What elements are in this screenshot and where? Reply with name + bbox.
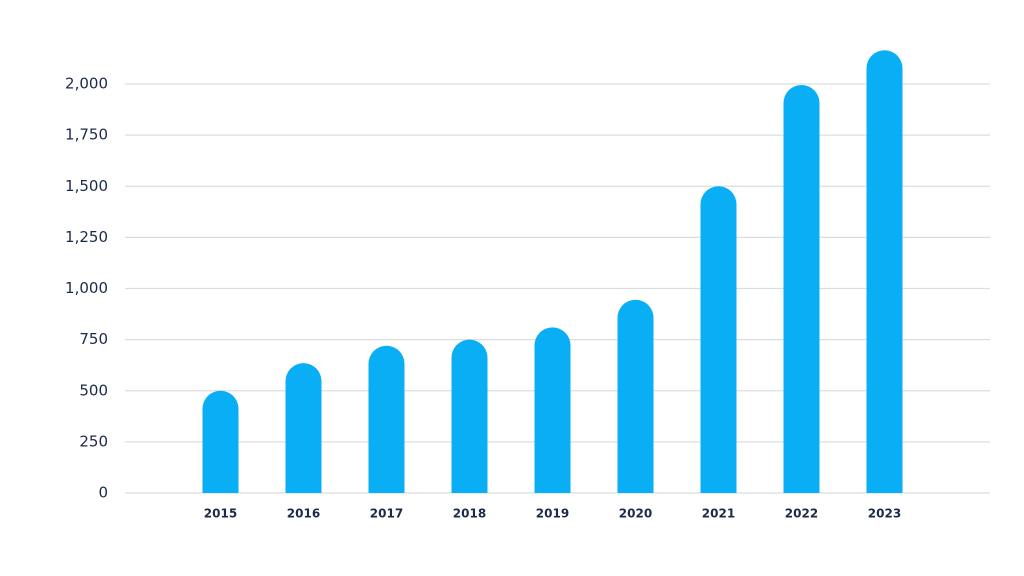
x-tick-label: 2021 xyxy=(702,507,735,521)
x-tick-label: 2019 xyxy=(536,507,569,521)
bar xyxy=(617,299,654,493)
bar xyxy=(866,50,903,493)
bar xyxy=(783,85,820,494)
x-tick-label: 2020 xyxy=(619,507,652,521)
bar xyxy=(451,339,488,493)
y-tick-label: 1,250 xyxy=(65,228,108,246)
bar xyxy=(285,363,322,493)
y-tick-label: 750 xyxy=(79,330,108,348)
y-tick-label: 250 xyxy=(79,432,108,450)
bar xyxy=(700,186,737,493)
y-tick-label: 1,500 xyxy=(65,177,108,195)
x-tick-label: 2017 xyxy=(370,507,403,521)
x-tick-label: 2022 xyxy=(785,507,818,521)
y-tick-label: 1,750 xyxy=(65,126,108,144)
x-tick-label: 2023 xyxy=(868,507,901,521)
bar xyxy=(534,327,571,493)
y-tick-label: 0 xyxy=(98,484,108,502)
y-tick-label: 500 xyxy=(79,381,108,399)
x-tick-label: 2016 xyxy=(287,507,320,521)
y-tick-label: 1,000 xyxy=(65,279,108,297)
bar xyxy=(202,390,239,493)
bar xyxy=(368,345,405,493)
x-tick-label: 2018 xyxy=(453,507,486,521)
x-tick-label: 2015 xyxy=(204,507,237,521)
y-tick-label: 2,000 xyxy=(65,75,108,93)
